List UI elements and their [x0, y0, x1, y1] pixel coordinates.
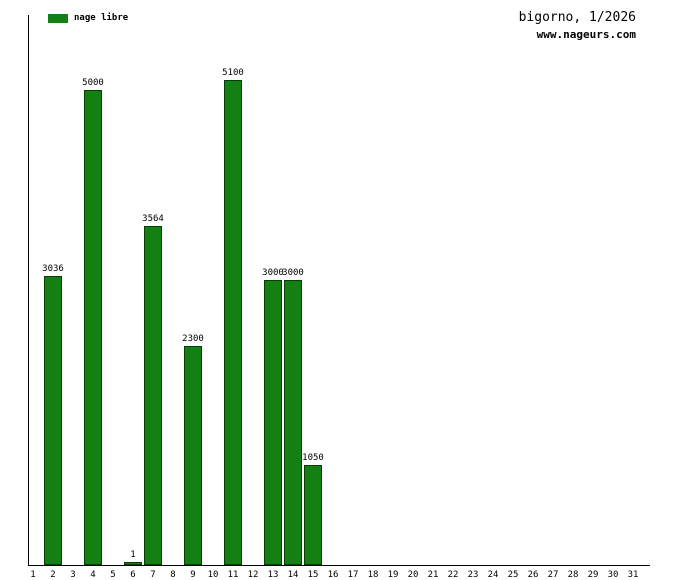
- x-tick-label: 16: [327, 570, 339, 580]
- x-tick-label: 27: [547, 570, 559, 580]
- bar-day-9: [184, 346, 202, 565]
- bar-value-label: 5100: [222, 68, 244, 78]
- bar-value-label: 1: [130, 550, 136, 560]
- bar-day-7: [144, 226, 162, 565]
- chart-title: bigorno, 1/2026: [518, 10, 636, 25]
- x-tick-label: 29: [587, 570, 599, 580]
- x-tick-label: 10: [207, 570, 219, 580]
- bar-day-14: [284, 280, 302, 565]
- x-tick-label: 30: [607, 570, 619, 580]
- bar-value-label: 5000: [82, 78, 104, 88]
- bar-day-2: [44, 276, 62, 565]
- x-tick-label: 9: [190, 570, 196, 580]
- x-tick-label: 11: [227, 570, 239, 580]
- x-tick-label: 7: [150, 570, 156, 580]
- legend-swatch: [48, 13, 68, 23]
- x-tick-label: 1: [30, 570, 36, 580]
- x-tick-label: 2: [50, 570, 56, 580]
- x-tick-label: 31: [627, 570, 639, 580]
- bar-day-15: [304, 465, 322, 565]
- x-tick-label: 24: [487, 570, 499, 580]
- bar-day-11: [224, 80, 242, 565]
- x-tick-label: 26: [527, 570, 539, 580]
- bar-day-4: [84, 90, 102, 565]
- bar-value-label: 1050: [302, 453, 324, 463]
- x-tick-label: 4: [90, 570, 96, 580]
- x-tick-label: 8: [170, 570, 176, 580]
- x-tick-label: 14: [287, 570, 299, 580]
- legend-label: nage libre: [74, 13, 129, 23]
- x-tick-label: 6: [130, 570, 136, 580]
- x-tick-label: 25: [507, 570, 519, 580]
- bar-value-label: 3036: [42, 264, 64, 274]
- x-tick-label: 13: [267, 570, 279, 580]
- chart-watermark-url: www.nageurs.com: [536, 28, 636, 41]
- x-tick-label: 12: [247, 570, 259, 580]
- x-tick-label: 23: [467, 570, 479, 580]
- x-tick-label: 15: [307, 570, 319, 580]
- x-tick-label: 5: [110, 570, 116, 580]
- bar-day-13: [264, 280, 282, 565]
- bar-value-label: 3000: [282, 268, 304, 278]
- x-axis-line: [28, 565, 650, 566]
- bar-day-6: [124, 562, 142, 565]
- legend: nage libre: [48, 13, 128, 23]
- x-tick-label: 17: [347, 570, 359, 580]
- bar-value-label: 3564: [142, 214, 164, 224]
- x-tick-label: 28: [567, 570, 579, 580]
- x-tick-label: 20: [407, 570, 419, 580]
- x-tick-label: 18: [367, 570, 379, 580]
- y-axis-line: [28, 15, 29, 565]
- bar-value-label: 3000: [262, 268, 284, 278]
- x-tick-label: 21: [427, 570, 439, 580]
- x-tick-label: 19: [387, 570, 399, 580]
- x-tick-label: 22: [447, 570, 459, 580]
- bar-value-label: 2300: [182, 334, 204, 344]
- x-tick-label: 3: [70, 570, 76, 580]
